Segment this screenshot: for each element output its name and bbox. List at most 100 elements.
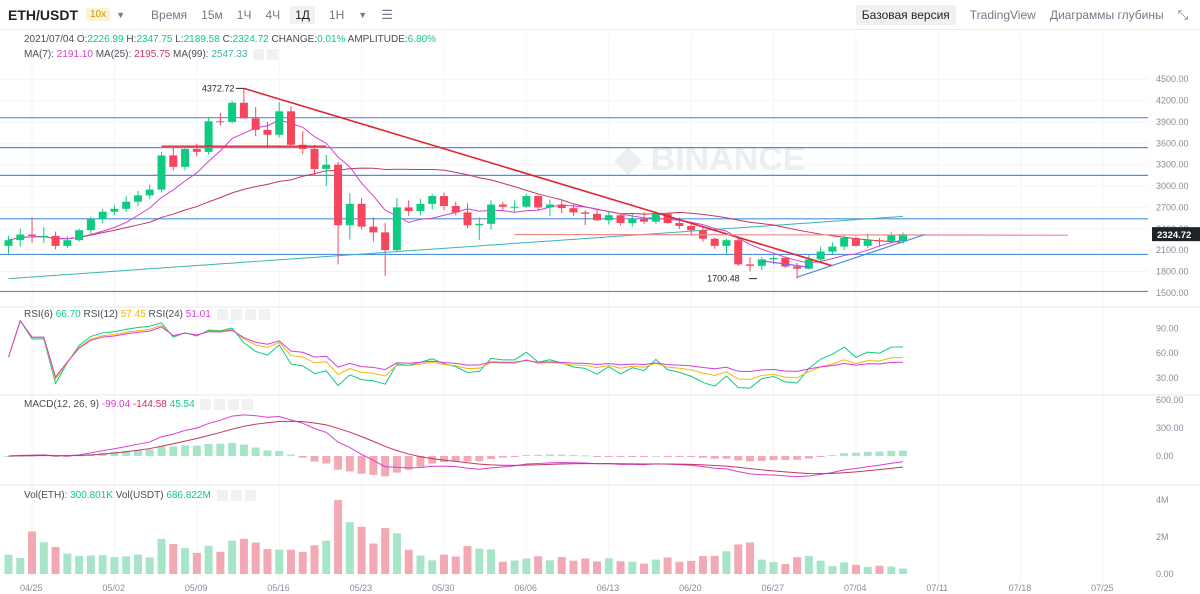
candle-body bbox=[169, 155, 178, 167]
volume-bar bbox=[475, 548, 484, 574]
chevron-down-icon[interactable]: ▼ bbox=[116, 9, 126, 20]
volume-bar bbox=[816, 560, 825, 574]
date-tick-label: 05/16 bbox=[267, 583, 290, 593]
macd-settings-icon[interactable] bbox=[200, 399, 212, 410]
volume-bar bbox=[192, 552, 201, 574]
candle-body bbox=[781, 257, 790, 267]
volume-bar bbox=[804, 555, 813, 574]
macd-histogram-bar bbox=[722, 456, 731, 459]
rsi-settings-icon[interactable] bbox=[216, 309, 228, 320]
rsi-up-icon[interactable] bbox=[244, 309, 256, 320]
macd-histogram-bar bbox=[781, 456, 790, 461]
volume-tick-label: 0.00 bbox=[1156, 569, 1174, 579]
volume-bar bbox=[510, 560, 519, 574]
volume-bar bbox=[863, 566, 872, 574]
macd-histogram-bar bbox=[181, 445, 190, 456]
macd-up-icon[interactable] bbox=[228, 399, 240, 410]
ma-close-icon[interactable] bbox=[267, 49, 279, 60]
price-tick-label: 1500.00 bbox=[1156, 288, 1189, 298]
candle-body bbox=[734, 240, 743, 265]
macd-histogram-bar bbox=[475, 456, 484, 462]
volume-bar bbox=[86, 555, 95, 574]
price-tick-label: 4200.00 bbox=[1156, 96, 1189, 106]
macd-histogram-bar bbox=[439, 456, 448, 463]
candle-body bbox=[451, 206, 460, 213]
rsi-tick-label: 90.00 bbox=[1156, 323, 1179, 333]
candle-body bbox=[16, 234, 25, 241]
candle-body bbox=[769, 257, 778, 260]
candle-body bbox=[404, 207, 413, 211]
date-tick-label: 06/06 bbox=[514, 583, 537, 593]
view-tradingview[interactable]: TradingView bbox=[969, 8, 1036, 22]
rsi6-line bbox=[8, 319, 904, 389]
ohlc-c-label: C: bbox=[222, 34, 233, 45]
wedge-line bbox=[761, 260, 809, 268]
volume-bar bbox=[875, 565, 884, 574]
macd-pane bbox=[4, 414, 908, 478]
vol-settings-icon[interactable] bbox=[216, 490, 228, 501]
macd-histogram-bar bbox=[698, 456, 707, 458]
candle-body bbox=[463, 212, 472, 226]
interval-more-chevron-icon[interactable]: ▼ bbox=[358, 9, 368, 20]
macd-histogram-bar bbox=[498, 456, 507, 458]
candle-body bbox=[416, 203, 425, 211]
volume-bar bbox=[345, 522, 354, 574]
volume-bar bbox=[369, 543, 378, 574]
macd-readout: MACD(12, 26, 9) -99.04 -144.58 45.54 bbox=[24, 399, 254, 410]
rsi-close-icon[interactable] bbox=[230, 309, 242, 320]
rsi12-value: 57.45 bbox=[120, 309, 146, 321]
collapse-icon[interactable]: ⤡ bbox=[1177, 7, 1188, 22]
interval-1w[interactable]: 1Н bbox=[328, 7, 345, 22]
macd-histogram-bar bbox=[145, 449, 154, 456]
macd-histogram-bar bbox=[522, 454, 531, 456]
macd-histogram-bar bbox=[228, 442, 237, 456]
candle-body bbox=[510, 206, 519, 208]
interval-time[interactable]: Время bbox=[151, 7, 188, 22]
view-switcher: Базовая версия TradingView Диаграммы глу… bbox=[855, 0, 1200, 30]
price-tick-label: 3000.00 bbox=[1156, 181, 1189, 191]
candle-body bbox=[322, 164, 331, 169]
volume-bar bbox=[4, 554, 13, 574]
macd-histogram-bar bbox=[157, 446, 166, 456]
candle-body bbox=[604, 215, 613, 221]
volume-bar bbox=[569, 560, 578, 574]
macd-histogram-bar bbox=[487, 456, 496, 460]
last-price-badge bbox=[1152, 227, 1200, 242]
ma25-value: 2195.75 bbox=[134, 49, 171, 61]
volume-bar bbox=[216, 551, 225, 574]
interval-1d[interactable]: 1Д bbox=[290, 5, 315, 24]
macd-histogram-bar bbox=[663, 456, 672, 457]
macd-down-icon[interactable] bbox=[242, 399, 254, 410]
vol-close-icon[interactable] bbox=[230, 490, 242, 501]
last-price-label: 2324.72 bbox=[1157, 230, 1191, 241]
macd-histogram-bar bbox=[628, 456, 637, 457]
candle-body bbox=[498, 204, 507, 207]
price-tick-label: 3300.00 bbox=[1156, 160, 1189, 170]
macd-close-icon[interactable] bbox=[214, 399, 226, 410]
macd-dea-line bbox=[8, 420, 904, 475]
volume-bar bbox=[110, 556, 119, 574]
ma7-label: MA(7): bbox=[24, 49, 54, 61]
price-chart[interactable]: ◆ BINANCE 4372.72 1700.48 4500.00 4200.00 3… bbox=[0, 30, 1200, 594]
vol-up-icon[interactable] bbox=[244, 490, 256, 501]
trend-drawings: 4372.72 1700.48 bbox=[161, 83, 1069, 284]
symbol-title[interactable]: ETH/USDT bbox=[8, 6, 78, 23]
interval-15m[interactable]: 15м bbox=[201, 7, 223, 22]
view-depth[interactable]: Диаграммы глубины bbox=[1049, 8, 1164, 22]
sliders-icon[interactable]: ☰ bbox=[381, 6, 393, 22]
candle-body bbox=[357, 203, 366, 227]
macd-histogram-bar bbox=[887, 450, 896, 456]
volume-bar bbox=[557, 556, 566, 574]
candle-body bbox=[793, 266, 802, 269]
rsi-down-icon[interactable] bbox=[258, 309, 270, 320]
macd-histogram-bar bbox=[251, 447, 260, 456]
trend-line-up bbox=[796, 233, 926, 278]
candle-body bbox=[616, 215, 625, 224]
interval-4h[interactable]: 4Ч bbox=[265, 7, 281, 22]
binance-watermark: ◆ BINANCE bbox=[614, 140, 806, 178]
ma-settings-icon[interactable] bbox=[253, 49, 265, 60]
volume-bar bbox=[463, 546, 472, 574]
support-line bbox=[514, 233, 1069, 236]
interval-1h[interactable]: 1Ч bbox=[236, 7, 252, 22]
view-basic[interactable]: Базовая версия bbox=[855, 5, 956, 25]
